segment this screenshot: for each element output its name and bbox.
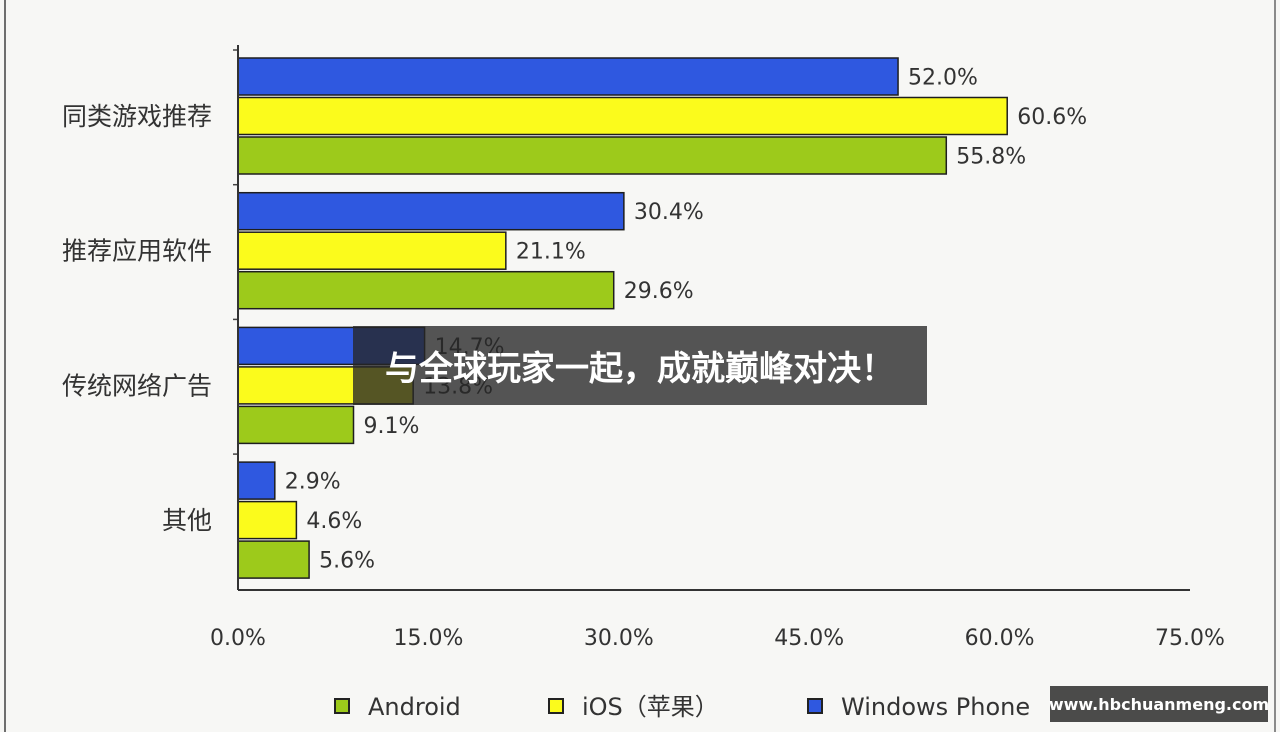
x-tick-label: 0.0% [210, 626, 266, 651]
bar-windows-phone [237, 57, 899, 96]
bar-windows-phone [237, 191, 625, 231]
site-watermark-text: www.hbchuanmeng.com [1048, 694, 1270, 714]
bar-ios [237, 96, 1008, 136]
category-label: 推荐应用软件 [62, 237, 212, 266]
promo-banner: 与全球玩家一起，成就巅峰对决！ [353, 326, 927, 405]
x-tick-label: 30.0% [584, 626, 654, 651]
data-label-android: 29.6% [624, 279, 694, 304]
legend-marker-ios [548, 698, 564, 714]
data-label-android: 5.6% [319, 549, 375, 574]
data-label-windows-phone: 2.9% [285, 470, 341, 495]
x-tick-label: 15.0% [393, 626, 463, 651]
bar-android [237, 270, 615, 310]
bar-ios [237, 500, 298, 540]
bar-android [237, 136, 948, 175]
data-label-android: 9.1% [364, 414, 420, 439]
data-label-android: 55.8% [956, 145, 1026, 170]
x-tick-label: 45.0% [774, 626, 844, 651]
legend-marker-windows-phone [807, 698, 823, 714]
promo-banner-text: 与全球玩家一起，成就巅峰对决！ [385, 349, 895, 389]
site-watermark: www.hbchuanmeng.com [1048, 686, 1270, 722]
data-label-ios: 4.6% [306, 509, 362, 534]
frame-border-right [1274, 0, 1276, 732]
bar-android [237, 540, 310, 579]
legend-label-ios: iOS（苹果） [582, 693, 719, 721]
x-tick-label: 75.0% [1155, 626, 1225, 651]
data-label-windows-phone: 30.4% [634, 200, 704, 225]
category-label: 传统网络广告 [62, 371, 212, 400]
data-label-windows-phone: 52.0% [908, 66, 978, 91]
category-label: 同类游戏推荐 [62, 102, 212, 131]
x-tick-label: 60.0% [965, 626, 1035, 651]
bar-ios [237, 231, 507, 270]
frame-border-left [4, 0, 6, 732]
legend-label-android: Android [368, 693, 461, 721]
bar-windows-phone [237, 461, 276, 500]
legend-marker-android [334, 698, 350, 714]
category-label: 其他 [162, 506, 212, 535]
bar-android [237, 405, 355, 445]
data-label-ios: 60.6% [1017, 105, 1087, 130]
legend-label-windows-phone: Windows Phone [841, 693, 1030, 721]
data-label-ios: 21.1% [516, 240, 586, 265]
